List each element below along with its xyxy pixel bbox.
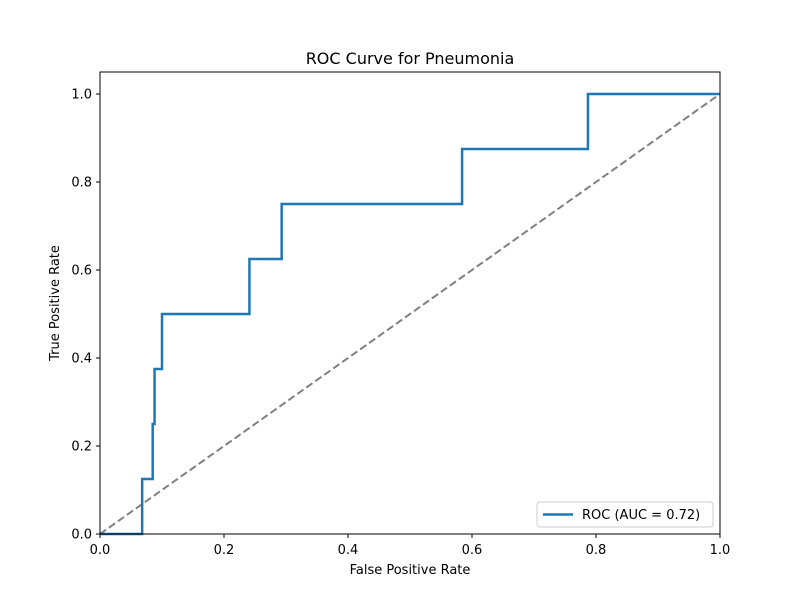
y-tick-label: 0.8 (71, 176, 92, 191)
x-tick-label: 0.0 (90, 543, 111, 558)
roc-curve-line (100, 92, 720, 536)
y-tick-label: 1.0 (71, 88, 92, 103)
y-tick-label: 0.6 (71, 264, 92, 279)
chance-diagonal-line (99, 93, 721, 535)
y-tick-label: 0.4 (71, 352, 92, 367)
x-tick-label: 0.4 (338, 543, 359, 558)
legend-box (536, 501, 714, 528)
plot-area (99, 92, 721, 536)
y-axis-label: True Positive Rate (48, 245, 63, 362)
chart-title: ROC Curve for Pneumonia (306, 49, 515, 68)
axes-frame (99, 71, 721, 535)
axis-ticks: 0.0 0.2 0.4 0.6 0.8 1.0 0.0 0.2 0.4 0.6 0.8 1.0 (71, 88, 730, 559)
x-axis-label: False Positive Rate (350, 563, 471, 578)
legend-label-roc: ROC (AUC = 0.72) (582, 508, 700, 523)
x-tick-label: 0.6 (462, 543, 483, 558)
x-tick-label: 0.2 (214, 543, 235, 558)
x-tick-label: 1.0 (710, 543, 731, 558)
legend: ROC (AUC = 0.72) (536, 501, 714, 528)
y-tick-label: 0.0 (71, 528, 92, 543)
y-tick-label: 0.2 (71, 440, 92, 455)
x-tick-label: 0.8 (586, 543, 607, 558)
